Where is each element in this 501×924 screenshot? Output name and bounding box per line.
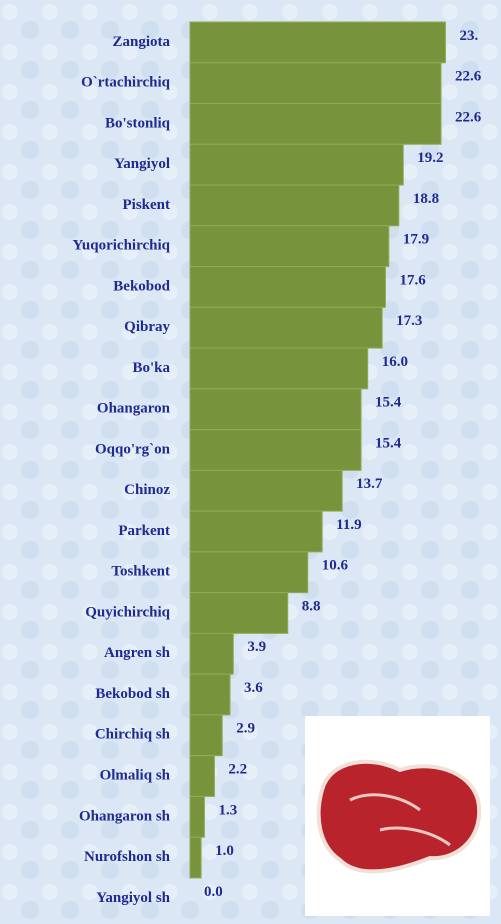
value-label: 23. (459, 28, 478, 44)
bar (189, 184, 400, 227)
bar (189, 795, 205, 838)
bar (189, 429, 362, 471)
value-label: 3.9 (247, 639, 266, 655)
value-label: 3.6 (244, 680, 263, 696)
value-label: 22.6 (455, 109, 482, 125)
value-label: 19.2 (417, 150, 443, 166)
category-label: O`rtachirchiq (81, 75, 171, 91)
category-label: Oqqo'rg`on (95, 441, 171, 457)
value-label: 17.6 (399, 272, 426, 288)
value-label: 11.9 (336, 517, 361, 533)
meat-picture (305, 716, 490, 916)
category-label: Quyichirchiq (85, 604, 170, 620)
bar (189, 469, 343, 512)
category-label: Qibray (124, 319, 170, 335)
value-label: 0.0 (204, 884, 223, 900)
category-label: Chinoz (124, 482, 170, 498)
value-label: 16.0 (382, 354, 408, 370)
value-label: 13.7 (356, 476, 383, 492)
bar (189, 632, 234, 675)
value-label: 1.0 (215, 843, 234, 859)
value-label: 17.3 (396, 313, 422, 329)
bar (189, 673, 231, 716)
category-label: Yuqorichirchiq (72, 238, 170, 254)
bar (189, 225, 390, 268)
value-label: 17.9 (403, 232, 429, 248)
category-label: Chirchiq sh (95, 727, 171, 743)
category-label: Piskent (122, 197, 170, 213)
bar (189, 510, 323, 553)
value-label: 22.6 (455, 69, 482, 85)
bar (189, 836, 202, 879)
value-label: 15.4 (375, 395, 402, 411)
category-label: Parkent (118, 523, 170, 539)
bar (189, 103, 442, 145)
value-label: 2.9 (236, 721, 255, 737)
category-label: Bo'ka (132, 360, 170, 376)
value-label: 10.6 (322, 558, 349, 574)
category-label: Yangiyol (114, 156, 170, 172)
value-label: 15.4 (375, 435, 402, 451)
bar (189, 21, 446, 64)
category-label: Angren sh (104, 645, 171, 661)
bar (189, 266, 386, 308)
value-label: 18.8 (413, 191, 439, 207)
value-label: 1.3 (218, 802, 237, 818)
bar (189, 714, 223, 757)
bar (189, 551, 309, 594)
category-label: Bo'stonliq (105, 115, 171, 131)
category-label: Olmaliq sh (100, 767, 171, 783)
bar (189, 143, 404, 186)
category-label: Ohangaron (97, 401, 171, 417)
category-label: Bekobod (113, 278, 170, 294)
value-label: 8.8 (302, 598, 321, 614)
bar (189, 347, 369, 390)
category-label: Zangiota (112, 34, 170, 50)
category-label: Toshkent (111, 564, 170, 580)
bar (189, 388, 362, 431)
bar (189, 62, 442, 105)
bar (189, 592, 289, 634)
bar (189, 306, 383, 349)
category-label: Ohangaron sh (79, 808, 171, 824)
category-label: Yangiyol sh (96, 890, 170, 906)
bar (189, 755, 215, 797)
value-label: 2.2 (228, 761, 247, 777)
category-label: Bekobod sh (95, 686, 170, 702)
category-label: Nurofshon sh (84, 849, 171, 865)
